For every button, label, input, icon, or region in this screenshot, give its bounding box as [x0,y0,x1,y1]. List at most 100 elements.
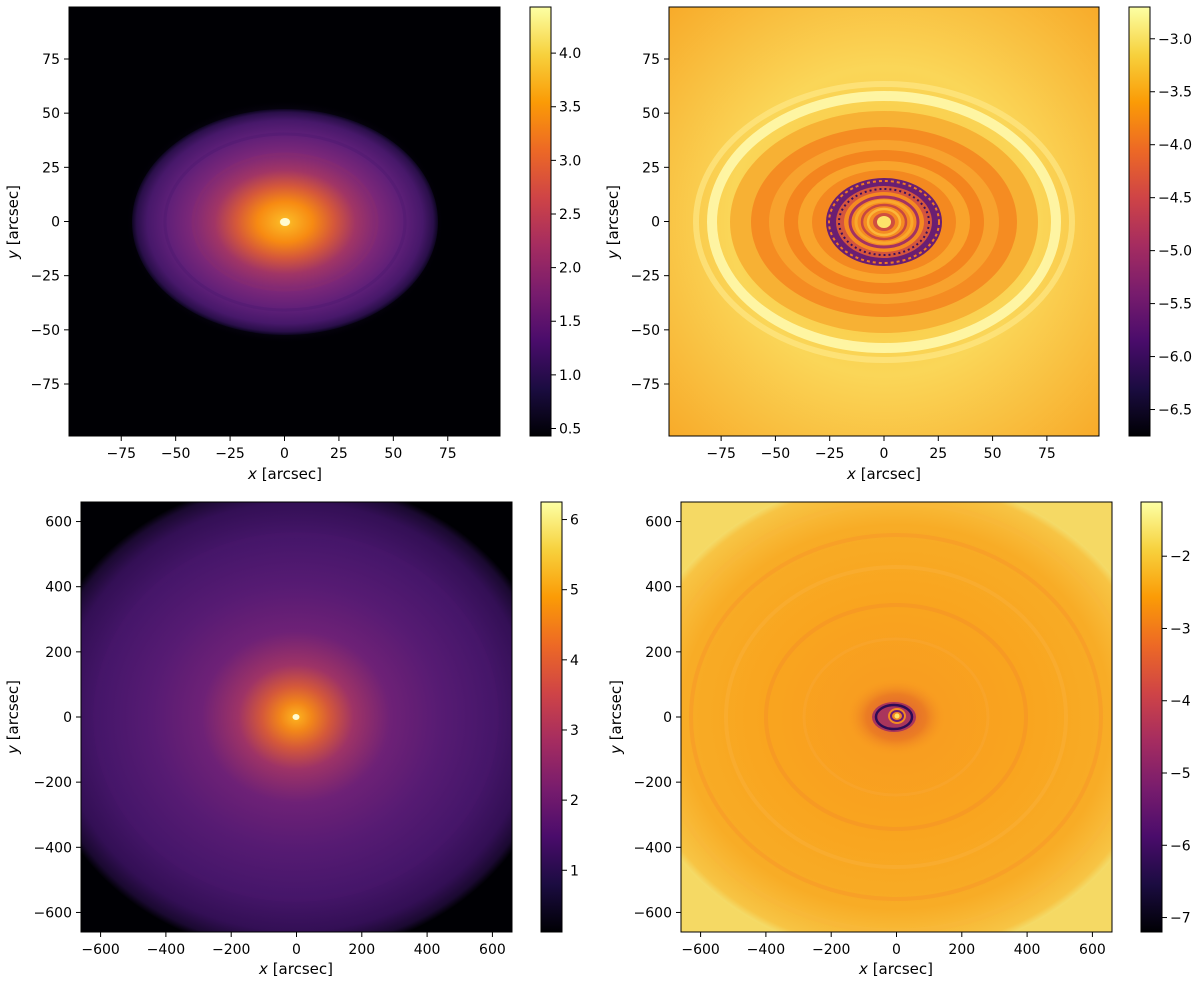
x-tick-label: −400 [147,942,185,958]
y-tick-label: 50 [642,106,660,122]
x-tick-label: 75 [439,446,457,462]
y-tick-label: 75 [642,52,660,68]
y-tick-label: −400 [34,840,72,856]
x-tick-label: 0 [292,942,301,958]
panel-top-right: −75 −50 −25 0 25 50 75 −75 −50 −25 0 25 50 75 x [arc… [604,6,1192,483]
heatmap-image [669,7,1099,436]
colorbar-tick-label: −3 [1170,621,1191,637]
panel-bottom-left: −600 −400 −200 0 200 400 600 −600 −400 −200 0 200 4… [4,501,579,978]
x-tick-label: 0 [892,942,901,958]
x-tick-label: −75 [106,446,136,462]
colorbar-tick-label: −5 [1170,766,1191,782]
y-tick-label: −50 [630,323,660,339]
colorbar-tick-label: −7 [1170,911,1191,927]
y-tick-label: −75 [630,377,660,393]
x-ticks: −600 −400 −200 0 200 400 600 [681,932,1106,958]
x-tick-label: 200 [348,942,375,958]
y-tick-label: 400 [45,580,72,596]
y-tick-label: 400 [645,580,672,596]
x-ticks: −600 −400 −200 0 200 400 600 [81,932,506,958]
colorbar-tick-label: 3 [570,723,579,739]
heatmap-image [69,7,500,436]
colorbar-tick-label: 3.5 [559,100,581,116]
panel-bottom-right: −600 −400 −200 0 200 400 600 −600 −400 −200 0 200 4… [607,501,1191,978]
y-tick-label: 0 [51,215,60,231]
y-ticks: −75 −50 −25 0 25 50 75 [30,52,69,393]
x-tick-label: 75 [1038,446,1056,462]
x-tick-label: −400 [747,942,785,958]
x-tick-label: 200 [948,942,975,958]
y-tick-label: −50 [30,323,60,339]
colorbar-tick-label: −4 [1170,694,1191,710]
x-tick-label: −600 [681,942,719,958]
y-axis-label: y [arcsec] [4,185,22,260]
colorbar-tick-label: 1 [570,863,579,879]
x-tick-label: −25 [215,446,245,462]
x-axis-label: x [arcsec] [846,465,921,483]
colorbar-tick-label: −6 [1170,838,1191,854]
colorbar-tick-label: 5 [570,583,579,599]
y-tick-label: −200 [34,775,72,791]
x-ticks: −75 −50 −25 0 25 50 75 [706,436,1056,462]
x-tick-label: 0 [280,446,289,462]
y-tick-label: 200 [45,645,72,661]
colorbar-ticks: −7 −6 −5 −4 −3 −2 [1162,549,1191,927]
y-tick-label: 25 [642,160,660,176]
y-tick-label: 0 [663,710,672,726]
colorbar-tick-label: −3.0 [1158,32,1192,48]
x-tick-label: −50 [761,446,791,462]
colorbar-tick-label: 2 [570,793,579,809]
colorbar-tick-label: 1.0 [559,368,581,384]
y-axis-label: y [arcsec] [607,680,625,755]
x-axis-label: x [arcsec] [858,960,933,978]
colorbar-tick-label: 0.5 [559,421,581,437]
colorbar-tick-label: 3.0 [559,153,581,169]
heatmap-image [81,502,512,932]
colorbar-tick-label: −4.0 [1158,138,1192,154]
x-tick-label: −50 [161,446,191,462]
x-tick-label: 50 [384,446,402,462]
x-tick-label: −600 [81,942,119,958]
colorbar [1128,6,1151,437]
colorbar-tick-label: 1.5 [559,314,581,330]
colorbar-tick-label: −5.0 [1158,244,1192,260]
colorbar-tick-label: −6.5 [1158,403,1192,419]
colorbar-tick-label: −5.5 [1158,297,1192,313]
y-tick-label: 0 [651,215,660,231]
colorbar-tick-label: 6 [570,513,579,529]
x-tick-label: −25 [815,446,845,462]
y-tick-label: 50 [42,106,60,122]
x-tick-label: 25 [929,446,947,462]
colorbar-ticks: 0.5 1.0 1.5 2.0 2.5 3.0 3.5 4.0 [551,46,581,437]
colorbar-tick-label: 2.5 [559,207,581,223]
y-tick-label: 25 [42,160,60,176]
x-tick-label: 600 [479,942,506,958]
colorbar-tick-label: 4.0 [559,46,581,62]
x-tick-label: −200 [812,942,850,958]
x-tick-label: 600 [1079,942,1106,958]
y-tick-label: 0 [63,710,72,726]
y-axis-label: y [arcsec] [604,185,622,260]
y-tick-label: −200 [634,775,672,791]
colorbar-tick-label: 4 [570,653,579,669]
y-ticks: −600 −400 −200 0 200 400 600 [34,515,81,921]
colorbar-ticks: −6.5 −6.0 −5.5 −5.0 −4.5 −4.0 −3.5 −3.0 [1150,32,1192,419]
y-tick-label: −600 [634,905,672,921]
colorbar-tick-label: 2.0 [559,261,581,277]
x-tick-label: −75 [706,446,736,462]
colorbar-tick-label: −4.5 [1158,191,1192,207]
y-tick-label: −75 [30,377,60,393]
y-tick-label: −400 [634,840,672,856]
x-ticks: −75 −50 −25 0 25 50 75 [106,436,457,462]
colorbar [1140,501,1163,933]
x-tick-label: 400 [414,942,441,958]
colorbar-tick-label: −6.0 [1158,350,1192,366]
x-tick-label: 25 [330,446,348,462]
y-ticks: −75 −50 −25 0 25 50 75 [630,52,669,393]
y-tick-label: −600 [34,905,72,921]
y-tick-label: 600 [45,515,72,531]
x-axis-label: x [arcsec] [247,465,322,483]
heatmap-image [681,502,1112,932]
x-axis-label: x [arcsec] [258,960,333,978]
